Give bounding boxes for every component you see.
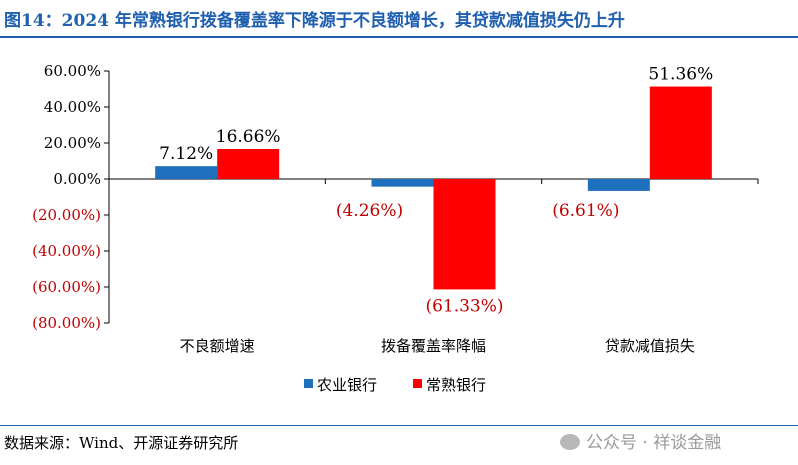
bar-series1 — [587, 179, 650, 191]
bar-series1 — [371, 179, 434, 187]
bar-chart: 60.00% 40.00% 20.00% 0.00% (20.00%) (40.00%) (… — [32, 62, 759, 394]
legend-label: 农业银行 — [317, 376, 377, 394]
category-label: 贷款减值损失 — [605, 337, 695, 355]
data-label: 51.36% — [648, 65, 713, 85]
legend-label: 常熟银行 — [426, 376, 486, 394]
bar-series2 — [649, 86, 712, 179]
bar-series2 — [217, 149, 280, 179]
source-note: 数据来源：Wind、开源证券研究所 — [4, 434, 239, 452]
bar-series2 — [433, 179, 496, 290]
y-tick-label: (40.00%) — [32, 242, 101, 260]
y-tick-label: 40.00% — [44, 98, 101, 116]
category-label: 不良额增速 — [180, 337, 255, 355]
legend-swatch — [413, 379, 422, 388]
data-label: 16.66% — [216, 127, 281, 147]
y-tick-label: 0.00% — [53, 170, 101, 188]
watermark: 公众号 · 祥谈金融 — [560, 428, 721, 453]
figure-title: 图14：2024 年常熟银行拨备覆盖率下降源于不良额增长，其贷款减值损失仍上升 — [4, 11, 625, 31]
y-tick-label: (20.00%) — [32, 206, 101, 224]
y-tick-label: 60.00% — [44, 62, 101, 80]
data-label: (61.33%) — [425, 296, 503, 316]
data-label: (4.26%) — [336, 201, 403, 221]
category-label: 拨备覆盖率降幅 — [381, 337, 486, 355]
wechat-icon — [560, 434, 580, 450]
title-rule — [0, 36, 798, 38]
y-tick-label: (60.00%) — [32, 278, 101, 296]
y-tick-label: (80.00%) — [32, 314, 101, 332]
data-label: 7.12% — [159, 144, 213, 164]
footer-rule — [0, 425, 798, 426]
legend-swatch — [304, 379, 313, 388]
y-tick-label: 20.00% — [44, 134, 101, 152]
watermark-text: 公众号 · 祥谈金融 — [586, 433, 722, 453]
bar-series1 — [155, 166, 218, 179]
data-label: (6.61%) — [552, 201, 619, 221]
